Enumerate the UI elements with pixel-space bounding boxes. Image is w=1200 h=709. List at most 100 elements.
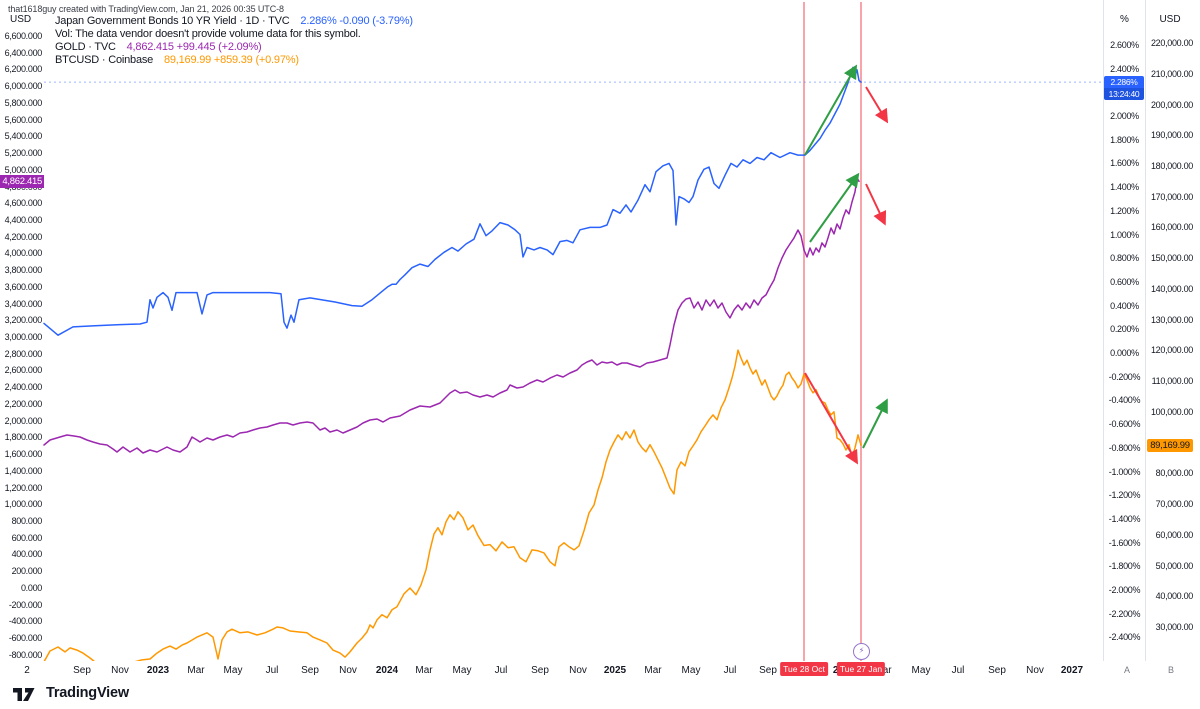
tradingview-logo-icon[interactable] [12,685,42,703]
price-tick: -2.000% [1108,585,1141,595]
left-axis-header: USD [10,14,32,25]
lightning-event-icon[interactable]: ⚡ [853,643,870,660]
gold-series-line[interactable] [43,177,860,454]
price-tick: 2.600% [1110,39,1139,50]
price-tick: 5,800.000 [4,97,43,108]
time-tick: Jul [494,665,508,676]
time-tick: Sep [301,665,319,676]
price-tick: 4,000.000 [4,248,43,259]
time-tick: 2024 [375,665,399,676]
time-tick: 2025 [603,665,627,676]
price-tick: 2,000.000 [4,415,43,426]
price-tick: 2,600.000 [4,365,43,376]
time-tick: Jul [951,665,965,676]
event-vertical-lines[interactable] [803,2,862,661]
time-tick: Nov [569,665,587,676]
legend-row-volume-note: Vol: The data vendor doesn't provide vol… [55,28,413,41]
price-tick: 2.000% [1110,111,1139,121]
price-tick: 1,600.000 [4,449,43,460]
price-tick: -0.400% [1108,395,1141,406]
footer: TradingView [0,680,1200,709]
price-tick: 180,000.00 [1150,160,1193,171]
price-tick: 6,000.000 [4,81,43,92]
price-tick: 0.200% [1110,324,1139,335]
japan-government-bonds-10-yr-yield-series-line[interactable] [43,66,862,336]
jgb-price-label: 2.286% 13:24:40 [1104,76,1144,101]
price-tick: 6,600.000 [4,31,43,41]
right-scale-divider [1103,0,1104,679]
price-tick: 3,000.000 [4,332,43,342]
time-tick: Mar [415,665,433,676]
price-tick: 6,400.000 [4,47,43,58]
price-tick: 0.800% [1110,253,1139,264]
price-tick: 70,000.00 [1155,499,1194,510]
price-tick: -2.400% [1108,632,1141,643]
legend-values-jgb: 2.286% -0.090 (-3.79%) [300,15,413,27]
left-price-axis[interactable]: 6,600.000 6,400.000 6,200.000 6,000.000 5,80… [0,0,43,661]
price-tick: 1,200.000 [4,482,43,493]
price-tick: 110,000.00 [1151,376,1194,387]
red-trend-arrow[interactable] [865,86,889,124]
price-tick: 4,400.000 [4,214,43,225]
price-tick: 5,000.000 [4,164,43,175]
price-tick: 60,000.00 [1155,529,1194,540]
price-tick: 2,800.000 [4,348,43,359]
price-tick: -0.800% [1108,442,1141,453]
price-tick: -1.400% [1108,513,1141,524]
price-tick: 200,000.00 [1150,99,1193,110]
price-tick: 130,000.00 [1150,314,1193,325]
red-trend-arrow[interactable] [804,372,859,465]
time-axis[interactable]: 2 Sep Nov 2023 Mar May Jul Sep Nov 2024 Mar May Jul S… [0,661,1200,679]
red-trend-arrow[interactable] [865,183,887,226]
legend-values-gold: 4,862.415 +99.445 (+2.09%) [126,41,262,53]
green-trend-arrow[interactable] [862,398,888,449]
price-tick: -0.200% [1108,371,1141,382]
scale-marker-b: B [1167,665,1175,675]
price-tick: 0.600% [1110,276,1139,287]
btcusd-series-line[interactable] [43,349,862,666]
legend-row-btc[interactable]: BTCUSD · Coinbase 89,169.99 +859.39 (+0.… [55,54,413,67]
price-tick: 160,000.00 [1150,222,1193,233]
price-tick: 1,400.000 [4,465,43,476]
price-tick: 100,000.00 [1150,406,1193,417]
price-tick: 6,200.000 [4,64,43,75]
price-tick: 5,400.000 [4,131,43,142]
attribution-text: that1618guy created with TradingView.com… [8,4,284,14]
price-tick: 3,400.000 [4,298,43,309]
event-date-label[interactable]: Tue 28 Oct [780,662,828,676]
right-usd-axis[interactable]: 220,000.00 210,000.00 200,000.00 190,000.00… [1147,0,1193,661]
price-tick: 400.000 [11,549,43,560]
legend-row-jgb[interactable]: Japan Government Bonds 10 YR Yield · 1D … [55,15,413,28]
time-tick: May [452,665,472,676]
price-tick: -800.000 [8,649,42,660]
price-tick: -0.600% [1108,419,1141,430]
legend-row-gold[interactable]: GOLD · TVC 4,862.415 +99.445 (+2.09%) [55,41,413,54]
price-tick: 1,000.000 [4,499,43,510]
pct-usd-scale-divider [1145,0,1146,679]
price-tick: 600.000 [11,532,43,543]
price-tick: 0.000% [1110,348,1139,358]
green-trend-arrow[interactable] [804,64,857,156]
price-tick: -1.000% [1108,466,1141,477]
tradingview-brand-text[interactable]: TradingView [46,685,129,701]
green-trend-arrow[interactable] [809,172,860,243]
legend-symbol-jgb: Japan Government Bonds 10 YR Yield · 1D … [55,15,290,27]
price-tick: 1.200% [1110,205,1139,216]
legend-volume-note: Vol: The data vendor doesn't provide vol… [55,28,361,40]
gold-price-label: 4,862.415 [0,174,44,188]
jgb-price-value: 2.286% [1104,76,1144,89]
event-date-label[interactable]: Tue 27 Jan [836,662,886,676]
price-tick: 210,000.00 [1150,68,1193,79]
btc-price-label: 89,169.99 [1147,438,1193,452]
time-tick: Mar [644,665,662,676]
time-tick: Jul [723,665,737,676]
drawing-arrows[interactable] [804,64,889,465]
price-tick: 220,000.00 [1150,38,1193,48]
price-tick: 1.000% [1110,229,1139,240]
jgb-bar-countdown: 13:24:40 [1104,88,1144,101]
time-tick: Sep [759,665,777,676]
price-tick: 4,600.000 [4,198,43,209]
price-tick: 0.000 [20,582,42,593]
time-tick: 2 [24,665,30,676]
